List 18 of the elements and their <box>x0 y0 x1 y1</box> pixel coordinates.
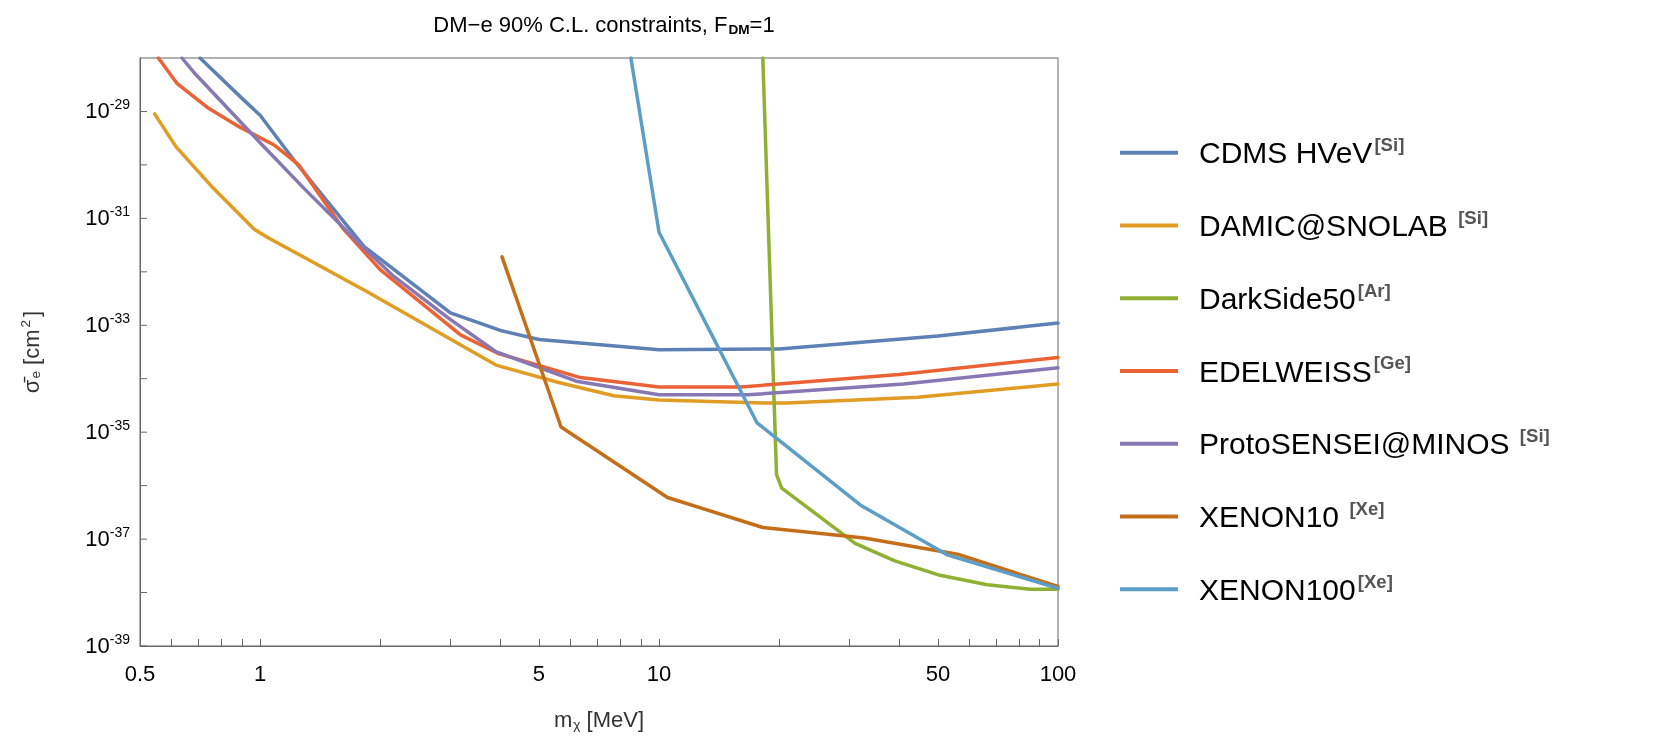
y-tick-label: 10$^{-33}$ <box>85 309 130 340</box>
legend-label: ProtoSENSEI@MINOS [Si] <box>1199 425 1550 461</box>
y-tick-label: 10$^{-35}$ <box>85 416 130 447</box>
y-tick-label: 10$^{-29}$ <box>85 95 130 126</box>
y-tick-label: 10$^{-31}$ <box>85 202 130 233</box>
legend-label: DAMIC@SNOLAB [Si] <box>1199 206 1489 242</box>
x-axis-title: mχ [MeV] <box>553 707 645 733</box>
y-axis-title: σ̄e [cm2] <box>18 310 45 394</box>
x-tick-label: 10 <box>646 660 672 686</box>
y-tick-label: 10$^{-37}$ <box>85 523 130 554</box>
x-tick-label: 0.5 <box>124 660 156 686</box>
x-tick-label: 1 <box>253 660 267 686</box>
legend-label: XENON10 [Xe] <box>1199 497 1385 533</box>
x-tick-label: 5 <box>532 660 546 686</box>
y-tick-label: 10$^{-39}$ <box>85 630 130 660</box>
chart-title: DM−e 90% C.L. constraints, FDM=1 <box>433 12 775 38</box>
x-tick-label: 50 <box>925 660 951 686</box>
x-tick-label: 100 <box>1039 660 1077 686</box>
